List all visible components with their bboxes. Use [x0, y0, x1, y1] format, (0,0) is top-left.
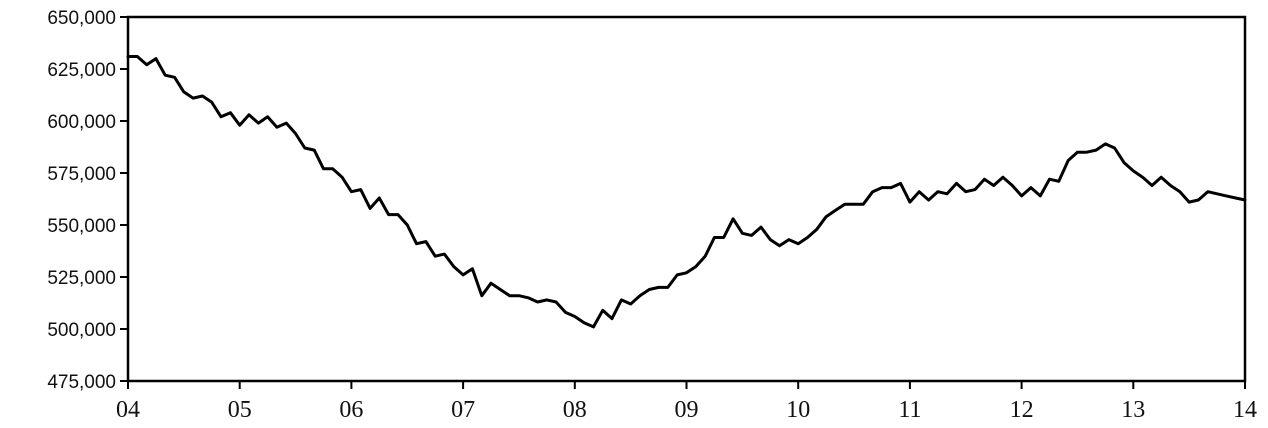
- x-axis: 04 05 06 07 08 09 10 11 12 13 14: [116, 381, 1257, 423]
- x-tick-label: 07: [451, 397, 475, 423]
- y-tick-label: 500,000: [47, 320, 116, 341]
- x-tick-label: 04: [116, 397, 140, 423]
- y-axis: 475,000 500,000 525,000 550,000 575,000 600,0…: [47, 8, 128, 393]
- x-tick-label: 06: [339, 397, 363, 423]
- plot-area-frame: [126, 15, 1247, 383]
- x-tick-label: 11: [898, 397, 921, 423]
- x-tick-label: 08: [563, 397, 587, 423]
- x-tick-label: 12: [1010, 397, 1034, 423]
- x-tick-label: 09: [675, 397, 699, 423]
- y-tick-label: 475,000: [47, 372, 116, 393]
- y-tick-label: 575,000: [47, 164, 116, 185]
- y-tick-label: 650,000: [47, 8, 116, 29]
- x-tick-label: 10: [786, 397, 810, 423]
- series-line: [126, 55, 1247, 329]
- y-tick-label: 625,000: [47, 60, 116, 81]
- y-tick-label: 600,000: [47, 112, 116, 133]
- y-tick-label: 525,000: [47, 268, 116, 289]
- x-tick-label: 14: [1233, 397, 1257, 423]
- y-tick-label: 550,000: [47, 216, 116, 237]
- x-tick-label: 05: [228, 397, 252, 423]
- x-tick-label: 13: [1121, 397, 1145, 423]
